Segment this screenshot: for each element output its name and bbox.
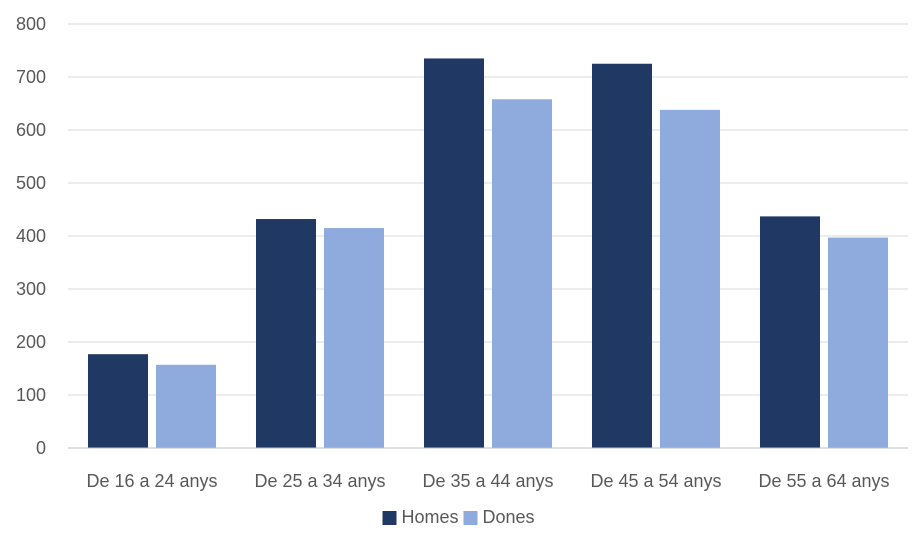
x-tick-label: De 55 a 64 anys xyxy=(758,471,889,491)
bars xyxy=(88,58,888,449)
bar-homes-0 xyxy=(88,354,148,448)
y-tick-label: 100 xyxy=(16,385,46,405)
y-tick-label: 800 xyxy=(16,14,46,34)
legend: Homes Dones xyxy=(382,507,535,527)
y-tick-label: 700 xyxy=(16,67,46,87)
legend-label-homes: Homes xyxy=(402,507,459,527)
bar-dones-2 xyxy=(492,99,552,448)
y-axis: 0 100 200 300 400 500 600 700 800 xyxy=(16,14,46,458)
y-tick-label: 0 xyxy=(36,438,46,458)
y-tick-label: 300 xyxy=(16,279,46,299)
x-tick-label: De 16 a 24 anys xyxy=(86,471,217,491)
bar-homes-3 xyxy=(592,63,652,448)
bar-dones-1 xyxy=(324,228,384,448)
bar-homes-2 xyxy=(424,58,484,448)
bar-dones-0 xyxy=(156,364,216,448)
x-axis: De 16 a 24 anys De 25 a 34 anys De 35 a 44… xyxy=(68,447,908,491)
y-tick-label: 500 xyxy=(16,173,46,193)
legend-swatch-homes xyxy=(382,511,397,525)
x-tick-label: De 25 a 34 anys xyxy=(254,471,385,491)
gridlines xyxy=(68,23,908,396)
y-tick-label: 200 xyxy=(16,332,46,352)
x-tick-label: De 45 a 54 anys xyxy=(590,471,721,491)
bar-dones-4 xyxy=(828,237,888,448)
x-tick-label: De 35 a 44 anys xyxy=(422,471,553,491)
bar-homes-1 xyxy=(256,219,316,448)
bar-dones-3 xyxy=(660,109,720,449)
legend-label-dones: Dones xyxy=(483,507,535,527)
y-tick-label: 400 xyxy=(16,226,46,246)
legend-swatch-dones xyxy=(463,511,478,525)
bar-homes-4 xyxy=(760,216,820,448)
y-tick-label: 600 xyxy=(16,120,46,140)
